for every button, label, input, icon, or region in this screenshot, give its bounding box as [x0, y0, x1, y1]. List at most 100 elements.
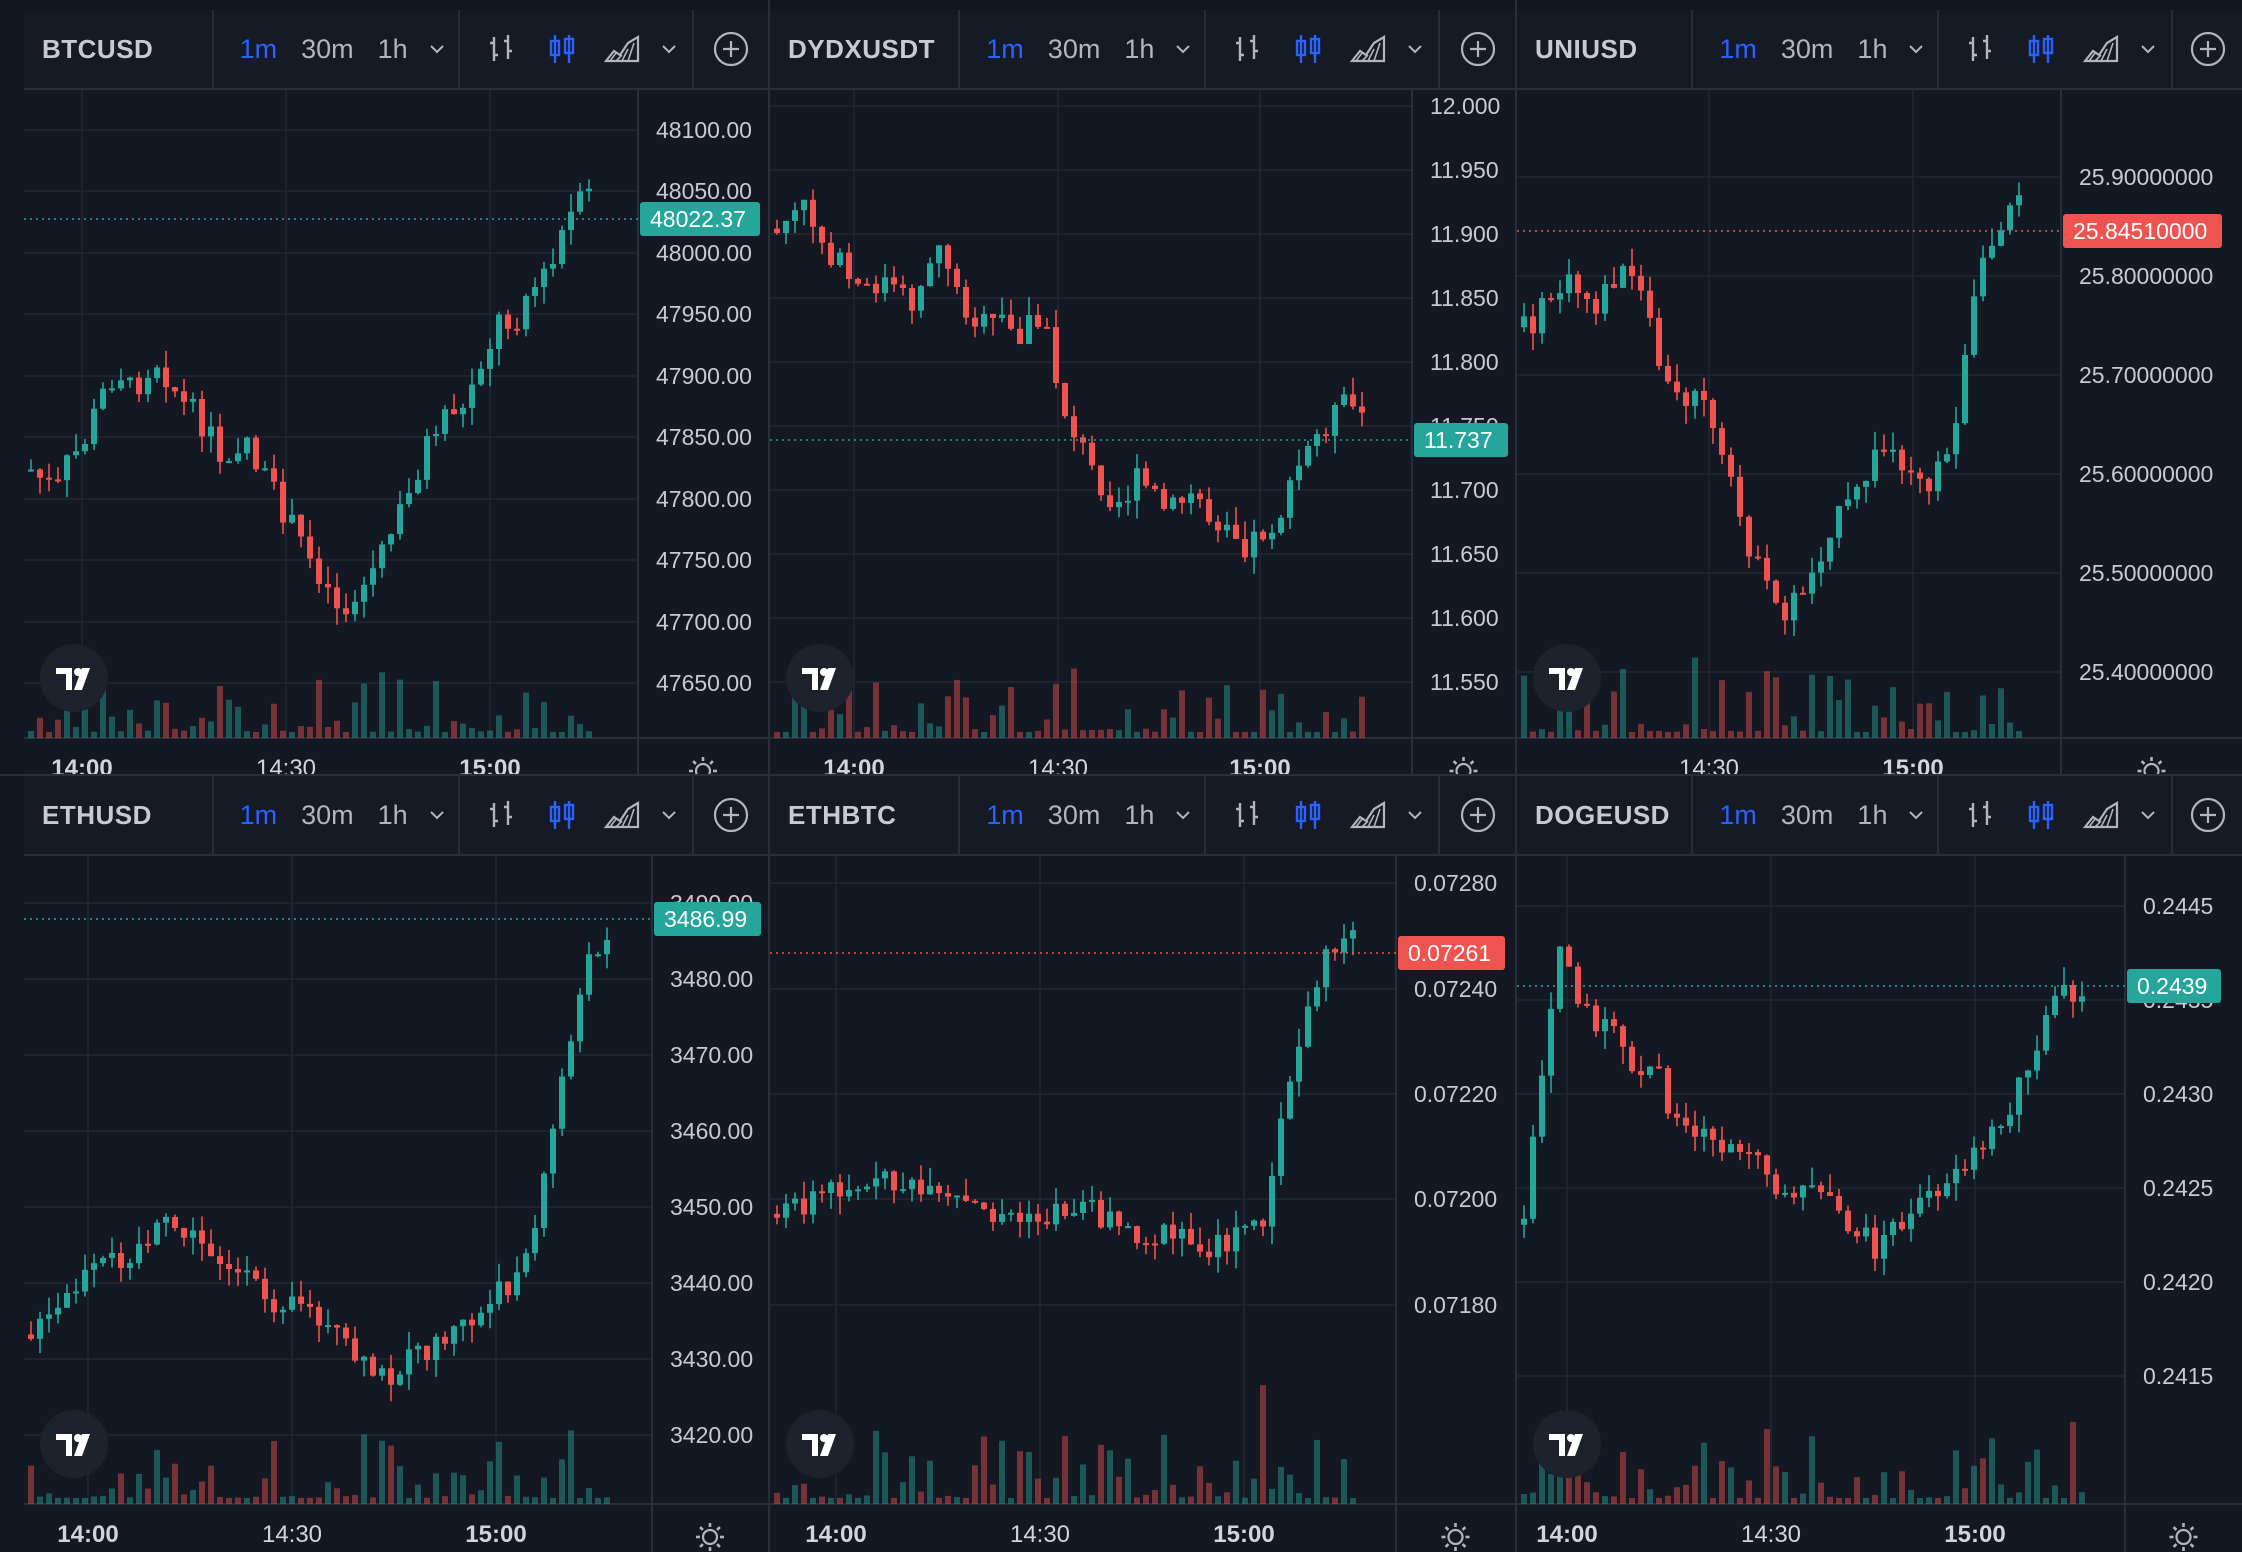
candles-icon[interactable] [1286, 27, 1330, 71]
time-axis-label: 15:00 [459, 755, 520, 774]
symbol-search-button[interactable]: DOGEUSD [1517, 776, 1694, 854]
chart-panel-ethbtc[interactable]: ETHBTC 1m 30m 1h 0.07280 0.07240 0.07220 0.0720… [770, 776, 1515, 1552]
chevron-down-icon[interactable] [1905, 804, 1927, 826]
candle [361, 584, 367, 602]
area-chart-icon[interactable] [2079, 27, 2123, 71]
bar-chart-icon[interactable] [1226, 793, 1270, 837]
interval-1h-button[interactable]: 1h [1857, 33, 1888, 64]
area-chart-icon[interactable] [1346, 27, 1390, 71]
volume-bar [1944, 691, 1950, 738]
volume-bar [1962, 731, 1968, 738]
chart-panel-dydxusdt[interactable]: DYDXUSDT 1m 30m 1h 12.000 11.950 11.900 11.850 1… [770, 10, 1515, 774]
chevron-down-icon[interactable] [2137, 38, 2159, 60]
tradingview-logo[interactable] [786, 1410, 854, 1478]
plus-circle-icon[interactable] [1440, 10, 1515, 88]
panel-divider[interactable] [0, 774, 2242, 776]
interval-1h-button[interactable]: 1h [1124, 33, 1155, 64]
chart-panel-btcusd[interactable]: BTCUSD 1m 30m 1h 48100.00 48050.00 48000.00 479… [24, 10, 768, 774]
candle [1629, 1046, 1635, 1072]
symbol-search-button[interactable]: UNIUSD [1517, 10, 1694, 88]
bar-chart-icon[interactable] [1959, 793, 2003, 837]
price-chart[interactable]: 0.07280 0.07240 0.07220 0.07200 0.07180 0.072… [770, 856, 1515, 1552]
interval-30m-button[interactable]: 30m [301, 799, 354, 830]
candle [2007, 205, 2013, 231]
gear-icon[interactable] [2169, 1523, 2198, 1551]
candle [1701, 390, 1707, 400]
interval-1h-button[interactable]: 1h [377, 799, 408, 830]
tradingview-logo[interactable] [786, 644, 854, 712]
tradingview-logo[interactable] [40, 644, 108, 712]
gear-icon[interactable] [696, 1523, 724, 1551]
gear-icon[interactable] [1449, 757, 1478, 774]
chevron-down-icon[interactable] [1172, 38, 1194, 60]
interval-1h-button[interactable]: 1h [1857, 799, 1888, 830]
area-chart-icon[interactable] [1346, 793, 1390, 837]
volume-bar [1089, 729, 1095, 738]
chevron-down-icon[interactable] [426, 804, 448, 826]
bar-chart-icon[interactable] [480, 793, 524, 837]
plus-circle-icon[interactable] [694, 10, 768, 88]
candle [532, 1227, 538, 1254]
interval-30m-button[interactable]: 30m [301, 33, 354, 64]
candles-icon[interactable] [2019, 793, 2063, 837]
plus-circle-icon[interactable] [2173, 776, 2242, 854]
tradingview-logo[interactable] [1533, 1410, 1601, 1478]
area-chart-icon[interactable] [600, 27, 644, 71]
price-chart[interactable]: 0.24450.24350.24300.24250.24200.24150.24… [1517, 856, 2242, 1552]
interval-30m-button[interactable]: 30m [1780, 33, 1834, 64]
plus-circle-icon[interactable] [1440, 776, 1515, 854]
chevron-down-icon[interactable] [2137, 804, 2159, 826]
chevron-down-icon[interactable] [1172, 804, 1194, 826]
chevron-down-icon[interactable] [1404, 38, 1426, 60]
tradingview-logo[interactable] [1533, 644, 1601, 712]
candle [1080, 1201, 1086, 1213]
chart-panel-ethusd[interactable]: ETHUSD 1m 30m 1h 3490.003480.003470.003460.0… [24, 776, 768, 1552]
chart-panel-dogeusd[interactable]: DOGEUSD 1m 30m 1h 0.24450.24350.24300.24250.… [1517, 776, 2242, 1552]
area-chart-icon[interactable] [600, 793, 644, 837]
area-chart-icon[interactable] [2079, 793, 2123, 837]
bar-chart-icon[interactable] [1959, 27, 2003, 71]
interval-1h-button[interactable]: 1h [1124, 799, 1155, 830]
symbol-search-button[interactable]: ETHUSD [24, 776, 214, 854]
chart-panel-uniusd[interactable]: UNIUSD 1m 30m 1h 25.90000000 25.80000000 25.70… [1517, 10, 2242, 774]
candle [945, 245, 951, 269]
interval-1m-button[interactable]: 1m [1719, 799, 1757, 830]
gear-icon[interactable] [689, 757, 717, 774]
tradingview-logo[interactable] [40, 1410, 108, 1478]
chevron-down-icon[interactable] [1905, 38, 1927, 60]
price-chart[interactable]: 3490.003480.003470.003460.003450.003440.… [24, 856, 768, 1552]
candles-icon[interactable] [540, 27, 584, 71]
plus-circle-icon[interactable] [2173, 10, 2242, 88]
chevron-down-icon[interactable] [658, 38, 680, 60]
interval-1m-button[interactable]: 1m [239, 33, 278, 64]
interval-1m-button[interactable]: 1m [986, 33, 1024, 64]
price-chart[interactable]: 12.00011.95011.90011.85011.80011.75011.7… [770, 90, 1515, 774]
chevron-down-icon[interactable] [426, 38, 448, 60]
interval-1m-button[interactable]: 1m [239, 799, 278, 830]
chevron-down-icon[interactable] [1404, 804, 1426, 826]
interval-30m-button[interactable]: 30m [1047, 799, 1101, 830]
chevron-down-icon[interactable] [658, 804, 680, 826]
symbol-search-button[interactable]: BTCUSD [24, 10, 214, 88]
panel-divider[interactable] [768, 0, 770, 1552]
gear-icon[interactable] [2137, 757, 2166, 774]
interval-1m-button[interactable]: 1m [1719, 33, 1757, 64]
symbol-search-button[interactable]: ETHBTC [770, 776, 961, 854]
bar-chart-icon[interactable] [1226, 27, 1270, 71]
gear-icon[interactable] [1441, 1523, 1470, 1551]
candles-icon[interactable] [540, 793, 584, 837]
candle [577, 994, 583, 1042]
candles-icon[interactable] [1286, 793, 1330, 837]
candle [846, 252, 852, 279]
interval-30m-button[interactable]: 30m [1780, 799, 1834, 830]
interval-1h-button[interactable]: 1h [377, 33, 408, 64]
bar-chart-icon[interactable] [480, 27, 524, 71]
price-chart[interactable]: 48100.00 48050.00 48000.00 47950.00 47900.00… [24, 90, 768, 774]
price-chart[interactable]: 25.90000000 25.80000000 25.70000000 25.6000… [1517, 90, 2242, 774]
candles-icon[interactable] [2019, 27, 2063, 71]
panel-divider[interactable] [1515, 0, 1517, 1552]
interval-1m-button[interactable]: 1m [986, 799, 1024, 830]
plus-circle-icon[interactable] [694, 776, 768, 854]
symbol-search-button[interactable]: DYDXUSDT [770, 10, 961, 88]
interval-30m-button[interactable]: 30m [1047, 33, 1101, 64]
